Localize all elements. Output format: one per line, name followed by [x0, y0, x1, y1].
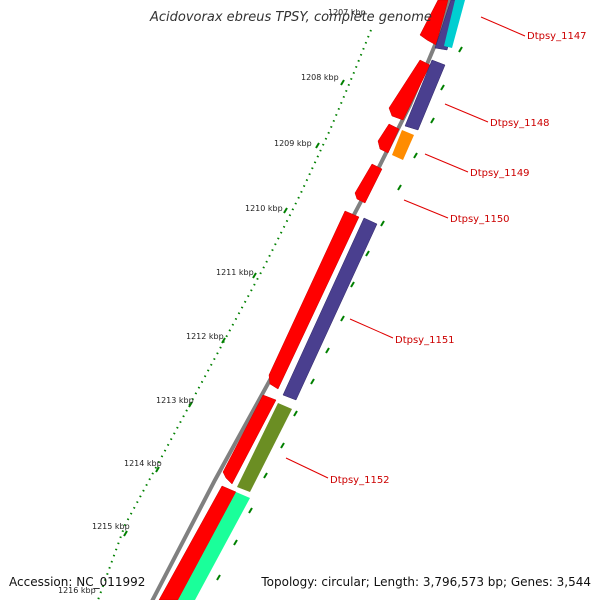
map-title: Acidovorax ebreus TPSY, complete genome	[150, 10, 432, 25]
cds-dtpsy-1149-orange[interactable]	[392, 130, 414, 160]
cds-dtpsy-1147-cyan[interactable]	[444, 0, 465, 48]
ruler-tick	[155, 466, 160, 473]
ruler-label: 1209 kbp	[274, 139, 312, 148]
gene-label-dtpsy-1149[interactable]: Dtpsy_1149	[470, 168, 530, 179]
ruler-tick	[283, 207, 288, 214]
gene-label-dtpsy-1148[interactable]: Dtpsy_1148	[490, 118, 550, 129]
ruler-ticks	[123, 79, 345, 537]
cds-lower-forward[interactable]	[158, 485, 237, 600]
ruler-tick	[221, 337, 226, 344]
ruler-label: 1215 kbp	[92, 522, 130, 531]
ruler-tick	[340, 79, 345, 86]
genome-stats-text: Topology: circular; Length: 3,796,573 bp…	[261, 575, 591, 589]
gene-position-ticks	[216, 46, 463, 581]
gene-label-connectors	[285, 16, 526, 479]
connector-dtpsy-1150	[403, 199, 449, 219]
gene-label-dtpsy-1147[interactable]: Dtpsy_1147	[527, 31, 587, 42]
cds-dtpsy-1148-forward[interactable]	[388, 59, 431, 121]
connector-dtpsy-1151	[349, 318, 394, 339]
ruler-label: 1208 kbp	[301, 73, 339, 82]
connector-dtpsy-1147	[480, 16, 526, 37]
ruler-label: 1212 kbp	[186, 332, 224, 341]
gene-label-dtpsy-1150[interactable]: Dtpsy_1150	[450, 214, 510, 225]
cds-dtpsy-1148-reverse[interactable]	[404, 59, 446, 131]
ruler-label: 1213 kbp	[156, 396, 194, 405]
ruler-tick	[188, 401, 193, 408]
forward-strand-cds	[158, 0, 449, 600]
ruler-label: 1211 kbp	[216, 268, 254, 277]
cds-dtpsy-1151-reverse[interactable]	[282, 217, 378, 401]
cds-dtpsy-1151-forward[interactable]	[268, 210, 360, 390]
ruler-label: 1214 kbp	[124, 459, 162, 468]
ruler-tick	[252, 272, 257, 279]
ruler-label: 1216 kbp	[58, 586, 96, 595]
cds-dtpsy-1150-forward[interactable]	[354, 163, 383, 204]
connector-dtpsy-1148	[444, 103, 489, 123]
gene-label-dtpsy-1151[interactable]: Dtpsy_1151	[395, 335, 455, 346]
connector-dtpsy-1152	[285, 457, 329, 479]
ruler-label: 1210 kbp	[245, 204, 283, 213]
cds-dtpsy-1147-forward[interactable]	[419, 0, 449, 46]
connector-dtpsy-1149	[424, 153, 469, 173]
ruler-tick	[123, 530, 128, 537]
cds-dtpsy-1152-green[interactable]	[178, 492, 250, 600]
ruler-tick	[315, 142, 320, 149]
accession-text: Accession: NC_011992	[9, 575, 146, 589]
cds-dtpsy-1152-olive[interactable]	[237, 403, 292, 492]
gene-label-dtpsy-1152[interactable]: Dtpsy_1152	[330, 475, 390, 486]
cds-dtpsy-1152-forward[interactable]	[222, 394, 277, 485]
ruler-label: 1207 kbp	[328, 8, 366, 17]
cds-block-forward[interactable]	[377, 123, 400, 154]
